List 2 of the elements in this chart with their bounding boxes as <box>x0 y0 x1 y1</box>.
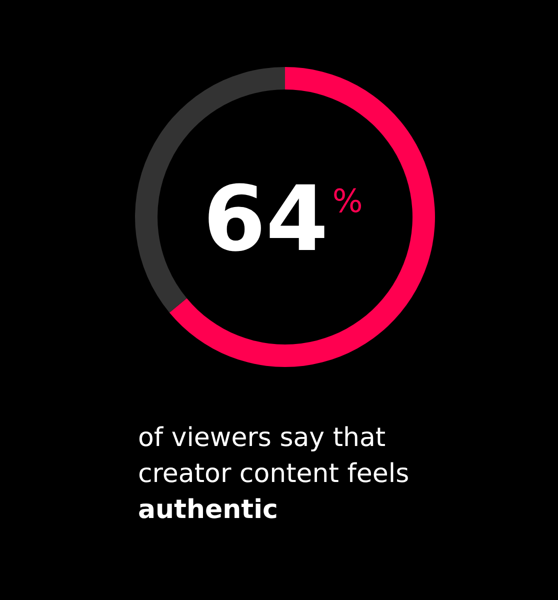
data-label: 64% <box>203 167 363 272</box>
text: authentic <box>138 494 279 527</box>
